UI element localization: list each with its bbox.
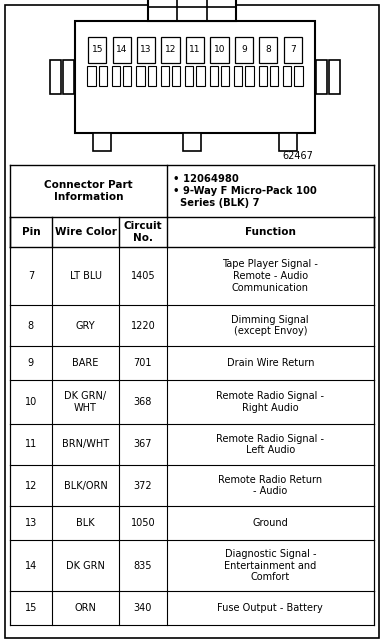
Bar <box>329 60 340 94</box>
Text: 12: 12 <box>25 481 37 491</box>
Text: 701: 701 <box>134 358 152 368</box>
Bar <box>161 37 180 63</box>
Text: 8: 8 <box>265 46 271 55</box>
Text: 8: 8 <box>28 321 34 331</box>
Text: 1405: 1405 <box>131 271 155 281</box>
Bar <box>210 37 228 63</box>
Bar <box>258 66 267 86</box>
Text: DK GRN/
WHT: DK GRN/ WHT <box>65 391 107 413</box>
Bar <box>283 66 291 86</box>
Bar <box>148 0 236 21</box>
Text: 9: 9 <box>28 358 34 368</box>
Text: BLK: BLK <box>76 518 95 528</box>
Bar <box>112 66 120 86</box>
Text: 368: 368 <box>134 397 152 407</box>
Text: 11: 11 <box>25 439 37 449</box>
Text: 14: 14 <box>116 46 127 55</box>
Text: 10: 10 <box>25 397 37 407</box>
Text: 15: 15 <box>25 603 37 613</box>
Text: GRY: GRY <box>76 321 95 331</box>
Bar <box>259 37 278 63</box>
Text: 367: 367 <box>134 439 152 449</box>
Bar <box>75 21 315 133</box>
Bar <box>221 66 229 86</box>
Bar <box>185 66 194 86</box>
Text: Wire Color: Wire Color <box>55 227 116 237</box>
Text: 835: 835 <box>134 561 152 570</box>
Text: 13: 13 <box>25 518 37 528</box>
Bar <box>186 37 204 63</box>
Text: 9: 9 <box>241 46 247 55</box>
Bar <box>234 66 242 86</box>
Text: Function: Function <box>245 227 296 237</box>
Bar <box>245 66 254 86</box>
Text: Ground: Ground <box>252 518 288 528</box>
Text: 7: 7 <box>28 271 34 281</box>
Text: 11: 11 <box>189 46 201 55</box>
Bar <box>316 60 327 94</box>
Text: Remote Radio Signal -
Left Audio: Remote Radio Signal - Left Audio <box>216 433 324 455</box>
Bar <box>270 66 278 86</box>
Bar <box>137 37 155 63</box>
Bar <box>50 60 61 94</box>
Bar <box>99 66 107 86</box>
Text: 1220: 1220 <box>131 321 155 331</box>
Bar <box>294 66 303 86</box>
Bar <box>183 133 201 151</box>
Bar <box>279 133 297 151</box>
Text: DK GRN: DK GRN <box>66 561 105 570</box>
Text: Pin: Pin <box>22 227 40 237</box>
Text: Diagnostic Signal -
Entertainment and
Comfort: Diagnostic Signal - Entertainment and Co… <box>224 549 316 583</box>
Text: BARE: BARE <box>72 358 99 368</box>
Text: Fuse Output - Battery: Fuse Output - Battery <box>217 603 323 613</box>
Bar <box>147 66 156 86</box>
Bar <box>172 66 180 86</box>
Text: BLK/ORN: BLK/ORN <box>64 481 108 491</box>
Bar <box>235 37 253 63</box>
Bar <box>136 66 145 86</box>
Bar <box>88 37 106 63</box>
Text: BRN/WHT: BRN/WHT <box>62 439 109 449</box>
Bar <box>197 66 205 86</box>
Text: Remote Radio Signal -
Right Audio: Remote Radio Signal - Right Audio <box>216 391 324 413</box>
Bar <box>161 66 169 86</box>
Text: 62467: 62467 <box>282 151 313 161</box>
Text: 14: 14 <box>25 561 37 570</box>
Text: Remote Radio Return
- Audio: Remote Radio Return - Audio <box>218 475 322 496</box>
Text: 340: 340 <box>134 603 152 613</box>
Text: 15: 15 <box>91 46 103 55</box>
Text: Circuit
No.: Circuit No. <box>124 221 162 243</box>
Text: 7: 7 <box>290 46 296 55</box>
Bar <box>123 66 131 86</box>
Text: Dimming Signal
(except Envoy): Dimming Signal (except Envoy) <box>232 315 309 336</box>
Text: 372: 372 <box>134 481 152 491</box>
Text: 13: 13 <box>141 46 152 55</box>
Bar <box>88 66 96 86</box>
Bar <box>284 37 302 63</box>
Text: 1050: 1050 <box>131 518 155 528</box>
Text: 10: 10 <box>214 46 225 55</box>
Text: LT BLU: LT BLU <box>70 271 101 281</box>
Text: Drain Wire Return: Drain Wire Return <box>227 358 314 368</box>
Bar <box>93 133 111 151</box>
Bar <box>63 60 74 94</box>
Text: Tape Player Signal -
Remote - Audio
Communication: Tape Player Signal - Remote - Audio Comm… <box>222 259 318 293</box>
Bar <box>210 66 218 86</box>
Bar <box>113 37 131 63</box>
Text: • 12064980
• 9-Way F Micro-Pack 100
  Series (BLK) 7: • 12064980 • 9-Way F Micro-Pack 100 Seri… <box>172 174 316 208</box>
Text: Connector Part
Information: Connector Part Information <box>44 180 132 202</box>
Text: 12: 12 <box>165 46 176 55</box>
Text: ORN: ORN <box>74 603 96 613</box>
